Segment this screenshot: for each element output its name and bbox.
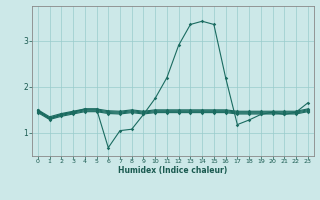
X-axis label: Humidex (Indice chaleur): Humidex (Indice chaleur) — [118, 166, 228, 175]
